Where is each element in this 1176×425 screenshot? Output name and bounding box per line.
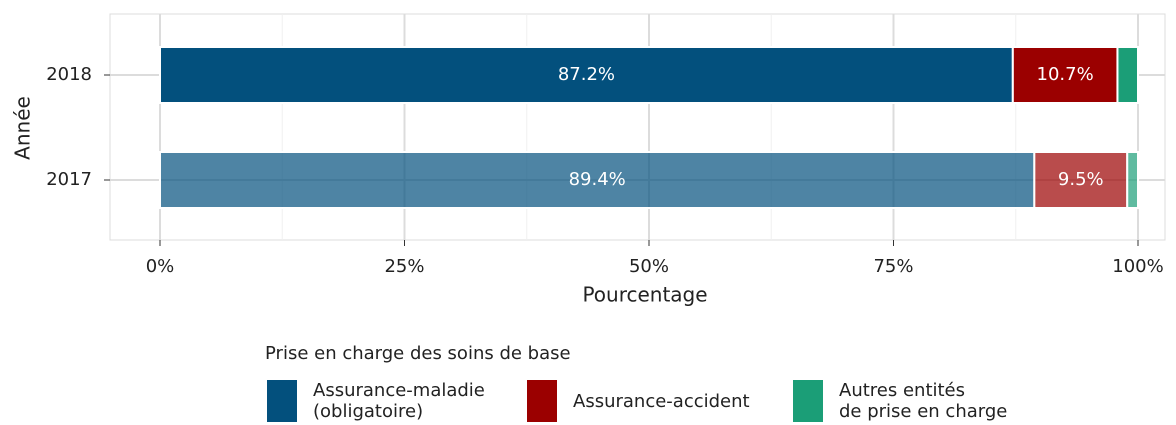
legend-item: Assurance-accident	[527, 380, 750, 422]
x-tick-label: 100%	[1112, 256, 1163, 277]
bar-segment	[1011, 46, 1119, 104]
bar-segment	[1126, 151, 1139, 209]
panel-border	[109, 13, 1166, 241]
legend-item: Autres entités de prise en charge	[793, 380, 1007, 422]
legend-label: Assurance-maladie (obligatoire)	[313, 380, 485, 422]
bar-segment	[159, 46, 1014, 104]
data-label: 9.5%	[1058, 169, 1104, 190]
legend-key	[527, 380, 557, 422]
x-tick-label: 0%	[146, 256, 175, 277]
x-axis-label: Pourcentage	[582, 283, 707, 307]
chart: Pourcentage Année 0% 25% 50% 75% 100% 2017 201…	[11, 13, 1166, 307]
legend-title: Prise en charge des soins de base	[265, 343, 571, 364]
legend-key	[793, 380, 823, 422]
legend-label: Autres entités de prise en charge	[839, 380, 1008, 422]
data-label: 10.7%	[1037, 64, 1094, 85]
legend-item: Assurance-maladie (obligatoire)	[267, 380, 485, 422]
x-tick-label: 25%	[384, 256, 424, 277]
y-axis-label: Année	[11, 96, 35, 160]
data-label: 89.4%	[569, 169, 626, 190]
legend-label: Assurance-accident	[573, 390, 750, 412]
bar-segment	[1033, 151, 1129, 209]
legend-key	[267, 380, 297, 422]
data-label: 87.2%	[558, 64, 615, 85]
y-tick-label: 2018	[46, 64, 92, 85]
x-tick-label: 50%	[629, 256, 669, 277]
x-tick-label: 75%	[873, 256, 913, 277]
bar-segment	[1116, 46, 1140, 104]
y-tick-label: 2017	[46, 169, 92, 190]
